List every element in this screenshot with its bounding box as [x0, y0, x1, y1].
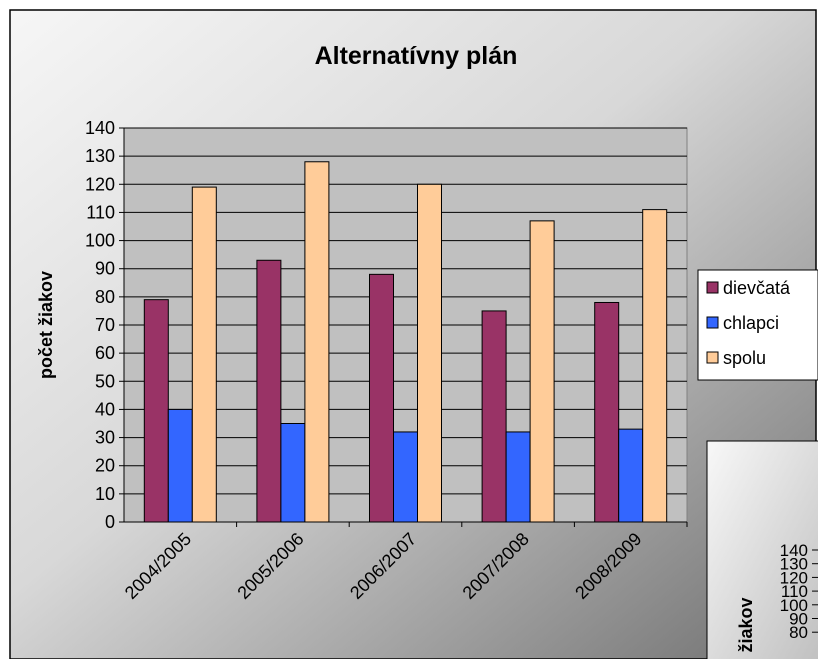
- bar-chlapci-4: [618, 428, 644, 523]
- y-tick-label: 110: [86, 202, 115, 222]
- bar-dievcata-4: [594, 301, 620, 523]
- second-chart-area: [706, 440, 818, 664]
- chart-title: Alternatívny plán: [315, 42, 518, 70]
- legend-label-chlapci: chlapci: [723, 313, 779, 333]
- bar-spolu-1: [304, 161, 330, 523]
- second-y-tick-label: 140: [780, 541, 808, 560]
- bar-chlapci-3: [505, 431, 531, 523]
- legend: dievčatá chlapci spolu: [697, 269, 818, 381]
- second-y-tick-label: 100: [780, 596, 808, 615]
- second-y-tick-label: 90: [789, 610, 808, 629]
- y-axis-label: počet žiakov: [36, 271, 56, 379]
- bar-chlapci-0: [167, 408, 193, 523]
- bars-group: [143, 161, 688, 527]
- legend-label-spolu: spolu: [723, 348, 766, 368]
- bar-dievcata-3: [481, 310, 507, 523]
- y-tick-label: 100: [85, 231, 115, 251]
- legend-swatch-dievcata: [706, 281, 719, 294]
- legend-swatch-spolu: [706, 351, 719, 364]
- bar-chlapci-2: [393, 431, 418, 523]
- y-tick-label: 20: [95, 456, 115, 476]
- y-tick-label: 70: [95, 315, 115, 335]
- y-tick-label: 50: [95, 371, 115, 391]
- bar-chlapci-1: [280, 423, 306, 523]
- bar-dievcata-1: [256, 259, 282, 523]
- y-axis-ticks: 0 10 20 30 40 50 60 70 80 90 100 110 120 130 140: [85, 118, 124, 532]
- bar-spolu-4: [642, 209, 668, 523]
- bar-spolu-0: [191, 186, 217, 523]
- second-y-tick-label: 110: [781, 582, 808, 601]
- y-tick-label: 30: [95, 428, 115, 448]
- y-tick-label: 130: [85, 146, 115, 166]
- y-tick-label: 80: [95, 287, 115, 307]
- second-chart-y-label: žiakov: [736, 597, 756, 652]
- y-tick-label: 40: [95, 399, 115, 419]
- y-tick-label: 140: [85, 118, 115, 138]
- y-tick-label: 60: [95, 343, 115, 363]
- y-tick-label: 0: [105, 512, 115, 532]
- bar-spolu-2: [417, 183, 442, 523]
- second-y-tick-label: 130: [780, 555, 808, 574]
- second-y-tick-label: 80: [789, 623, 808, 642]
- y-tick-label: 10: [95, 484, 115, 504]
- bar-dievcata-0: [143, 299, 169, 523]
- y-tick-label: 120: [85, 174, 115, 194]
- second-y-tick-label: 120: [780, 568, 808, 587]
- legend-label-dievcata: dievčatá: [723, 278, 791, 298]
- y-tick-label: 90: [95, 259, 115, 279]
- bar-dievcata-2: [369, 273, 394, 523]
- bar-spolu-3: [529, 220, 555, 523]
- legend-swatch-chlapci: [706, 316, 719, 329]
